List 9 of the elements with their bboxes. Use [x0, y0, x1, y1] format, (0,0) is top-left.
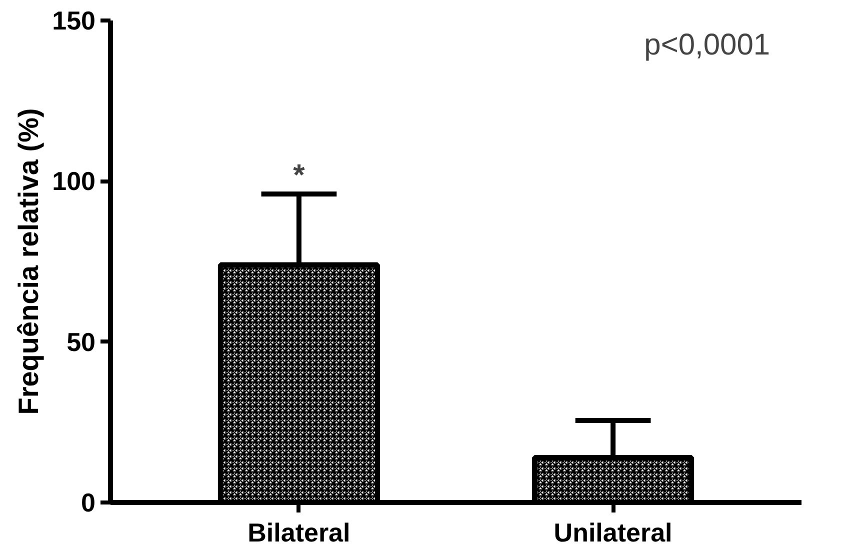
- annotation: *: [293, 159, 306, 192]
- x-tick-label: Unilateral: [554, 518, 672, 548]
- y-tick-label: 50: [66, 326, 96, 357]
- y-tick-label: 0: [81, 488, 96, 518]
- y-axis-title: Frequência relativa (%): [13, 108, 44, 415]
- annotation: p<0,0001: [644, 28, 770, 62]
- y-tick-label: 100: [52, 166, 96, 196]
- x-tick-label: Bilateral: [248, 518, 350, 548]
- y-tick-label: 150: [52, 6, 96, 36]
